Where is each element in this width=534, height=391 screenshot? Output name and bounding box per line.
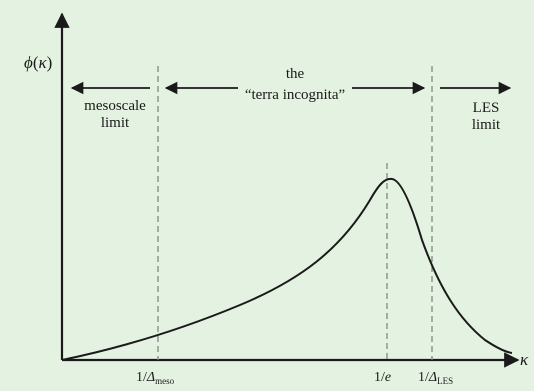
tick-e-symbol: e — [384, 370, 392, 385]
tick-e: 1/e — [374, 370, 391, 386]
x-axis-label: κ — [520, 350, 529, 369]
tick-meso-symbol: Δ — [146, 370, 156, 385]
mesoscale-line2: limit — [100, 115, 130, 131]
tick-meso-prefix: 1/ — [136, 370, 147, 385]
les-limit-label: LES limit — [458, 100, 514, 134]
tick-e-prefix: 1/ — [374, 370, 385, 385]
tick-les-prefix: 1/ — [418, 370, 429, 385]
y-axis-label: ϕ(κ) — [24, 53, 52, 73]
les-line2: limit — [471, 117, 501, 133]
tick-les-symbol: Δ — [428, 370, 438, 385]
y-axis-label-close: ) — [46, 53, 53, 72]
terra-line2: “terra incognita” — [244, 87, 346, 103]
y-axis-label-open: ( — [32, 53, 39, 72]
terra-line1: the — [285, 66, 305, 82]
terra-incognita-label: the “terra incognita” — [195, 66, 395, 104]
tick-meso: 1/Δmeso — [136, 370, 174, 389]
mesoscale-limit-label: mesoscale limit — [72, 98, 158, 132]
y-axis-label-var: κ — [38, 53, 47, 72]
tick-les: 1/ΔLES — [418, 370, 453, 389]
mesoscale-line1: mesoscale — [84, 98, 146, 114]
les-line1: LES — [472, 100, 500, 116]
tick-les-sub: LES — [437, 376, 454, 386]
spectrum-curve — [61, 177, 513, 361]
tick-meso-sub: meso — [155, 376, 175, 386]
y-axis-label-func: ϕ — [24, 53, 33, 72]
